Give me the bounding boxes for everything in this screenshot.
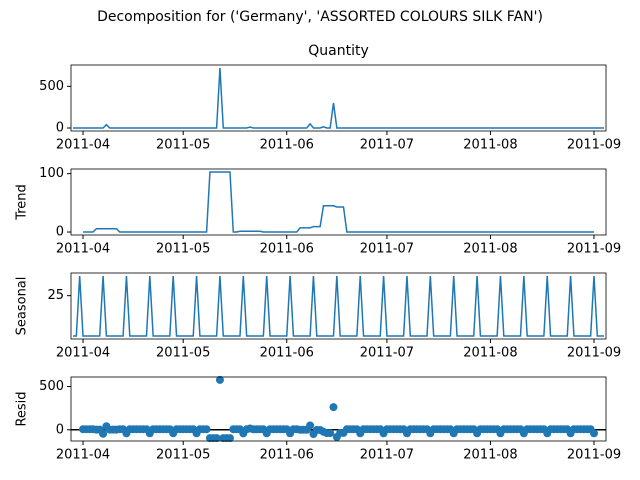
x-tick-label: 2011-08 <box>463 346 517 361</box>
x-tick-label: 2011-07 <box>360 138 414 153</box>
data-point <box>329 403 338 412</box>
data-point <box>99 429 108 438</box>
axes-frame <box>70 272 607 340</box>
x-tick-label: 2011-06 <box>260 448 314 463</box>
y-tick-label: 100 <box>39 166 64 181</box>
data-line <box>83 171 594 233</box>
x-tick-label: 2011-06 <box>260 138 314 153</box>
x-tick-label: 2011-09 <box>567 448 621 463</box>
x-tick-label: 2011-09 <box>567 242 621 257</box>
axes-frame <box>70 376 607 442</box>
y-tick-label: 500 <box>39 379 64 394</box>
x-tick-label: 2011-08 <box>463 138 517 153</box>
y-axis-label: Seasonal <box>15 277 30 336</box>
x-tick-label: 2011-05 <box>156 346 210 361</box>
x-tick-label: 2011-04 <box>56 242 110 257</box>
x-tick-label: 2011-04 <box>56 346 110 361</box>
y-axis-label: Resid <box>15 391 30 426</box>
x-tick-label: 2011-06 <box>260 346 314 361</box>
data-point <box>212 434 221 443</box>
y-tick-label: 0 <box>56 422 64 437</box>
data-point <box>225 434 234 443</box>
y-axis-label: Trend <box>15 184 30 221</box>
panel-title: Quantity <box>308 43 369 59</box>
x-tick-label: 2011-07 <box>360 242 414 257</box>
y-tick-label: 25 <box>47 288 64 303</box>
x-tick-label: 2011-04 <box>56 138 110 153</box>
axes-frame <box>70 64 607 132</box>
y-tick-label: 0 <box>56 121 64 136</box>
data-line <box>73 275 604 337</box>
x-tick-label: 2011-08 <box>463 242 517 257</box>
axes-frame <box>70 168 607 236</box>
x-tick-label: 2011-05 <box>156 242 210 257</box>
figure-title: Decomposition for ('Germany', 'ASSORTED … <box>97 9 543 25</box>
data-line <box>73 67 604 129</box>
x-tick-label: 2011-08 <box>463 448 517 463</box>
data-point <box>326 429 335 438</box>
data-point <box>306 421 315 430</box>
data-point <box>202 425 211 434</box>
y-tick-label: 0 <box>56 225 64 240</box>
x-tick-label: 2011-09 <box>567 138 621 153</box>
x-tick-label: 2011-06 <box>260 242 314 257</box>
x-tick-label: 2011-05 <box>156 448 210 463</box>
x-tick-label: 2011-05 <box>156 138 210 153</box>
x-tick-label: 2011-04 <box>56 448 110 463</box>
data-point <box>215 375 224 384</box>
data-point <box>589 429 598 438</box>
y-tick-label: 500 <box>39 79 64 94</box>
x-tick-label: 2011-07 <box>360 346 414 361</box>
x-tick-label: 2011-07 <box>360 448 414 463</box>
x-tick-label: 2011-09 <box>567 346 621 361</box>
